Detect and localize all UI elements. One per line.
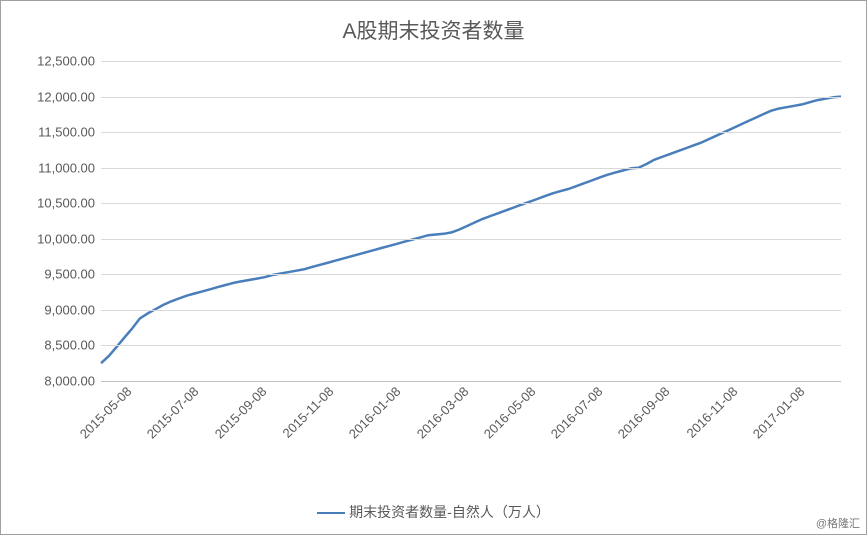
watermark: @格隆汇 <box>816 515 860 531</box>
y-tick-label: 9,000.00 <box>44 302 101 317</box>
y-tick-label: 8,000.00 <box>44 374 101 389</box>
x-tick-label: 2016-11-08 <box>680 381 740 441</box>
gridline <box>101 274 841 275</box>
y-tick-label: 11,500.00 <box>38 125 101 140</box>
y-tick-label: 12,500.00 <box>37 54 101 69</box>
gridline <box>101 381 841 382</box>
line-chart: A股期末投资者数量 8,000.008,500.009,000.009,500.… <box>0 0 867 535</box>
x-tick-label: 2016-05-08 <box>478 381 538 441</box>
x-tick-label: 2015-11-08 <box>277 381 337 441</box>
data-line <box>101 97 841 364</box>
gridline <box>101 239 841 240</box>
x-tick-label: 2016-09-08 <box>612 381 672 441</box>
y-tick-label: 10,000.00 <box>37 231 101 246</box>
chart-title: A股期末投资者数量 <box>1 1 866 45</box>
y-tick-label: 9,500.00 <box>44 267 101 282</box>
gridline <box>101 203 841 204</box>
y-tick-label: 8,500.00 <box>44 338 101 353</box>
legend: 期末投资者数量-自然人（万人） <box>1 502 866 522</box>
gridline <box>101 310 841 311</box>
x-tick-label: 2017-01-08 <box>747 381 807 441</box>
y-tick-label: 11,000.00 <box>38 160 101 175</box>
y-tick-label: 12,000.00 <box>37 89 101 104</box>
x-tick-label: 2015-05-08 <box>74 381 134 441</box>
x-tick-label: 2016-07-08 <box>545 381 605 441</box>
gridline <box>101 168 841 169</box>
x-tick-label: 2016-01-08 <box>343 381 403 441</box>
legend-swatch <box>317 512 345 514</box>
plot-area: 8,000.008,500.009,000.009,500.0010,000.0… <box>101 61 841 381</box>
gridline <box>101 97 841 98</box>
gridline <box>101 132 841 133</box>
gridline <box>101 61 841 62</box>
x-tick-label: 2015-09-08 <box>209 381 269 441</box>
x-tick-label: 2015-07-08 <box>141 381 201 441</box>
data-line-layer <box>101 61 841 381</box>
x-tick-label: 2016-03-08 <box>411 381 471 441</box>
gridline <box>101 345 841 346</box>
y-tick-label: 10,500.00 <box>37 196 101 211</box>
legend-label: 期末投资者数量-自然人（万人） <box>349 504 550 520</box>
